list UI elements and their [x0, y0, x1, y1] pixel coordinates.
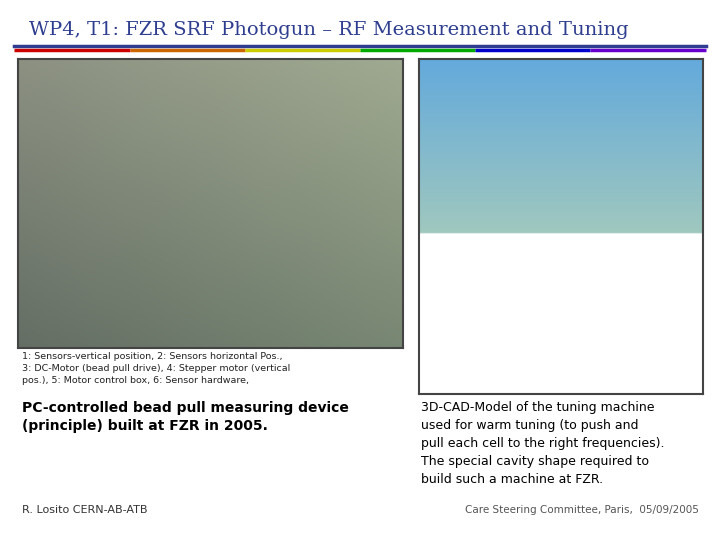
Text: R. Losito CERN-AB-ATB: R. Losito CERN-AB-ATB [22, 505, 147, 515]
Text: 3D-CAD-Model of the tuning machine
used for warm tuning (to push and
pull each c: 3D-CAD-Model of the tuning machine used … [421, 401, 665, 485]
Text: 1: Sensors-vertical position, 2: Sensors horizontal Pos.,
3: DC-Motor (bead pull: 1: Sensors-vertical position, 2: Sensors… [22, 352, 290, 386]
Text: PC-controlled bead pull measuring device
(principle) built at FZR in 2005.: PC-controlled bead pull measuring device… [22, 401, 348, 433]
Text: Care Steering Committee, Paris,  05/09/2005: Care Steering Committee, Paris, 05/09/20… [464, 505, 698, 515]
Text: WP4, T1: FZR SRF Photogun – RF Measurement and Tuning: WP4, T1: FZR SRF Photogun – RF Measureme… [29, 21, 629, 39]
